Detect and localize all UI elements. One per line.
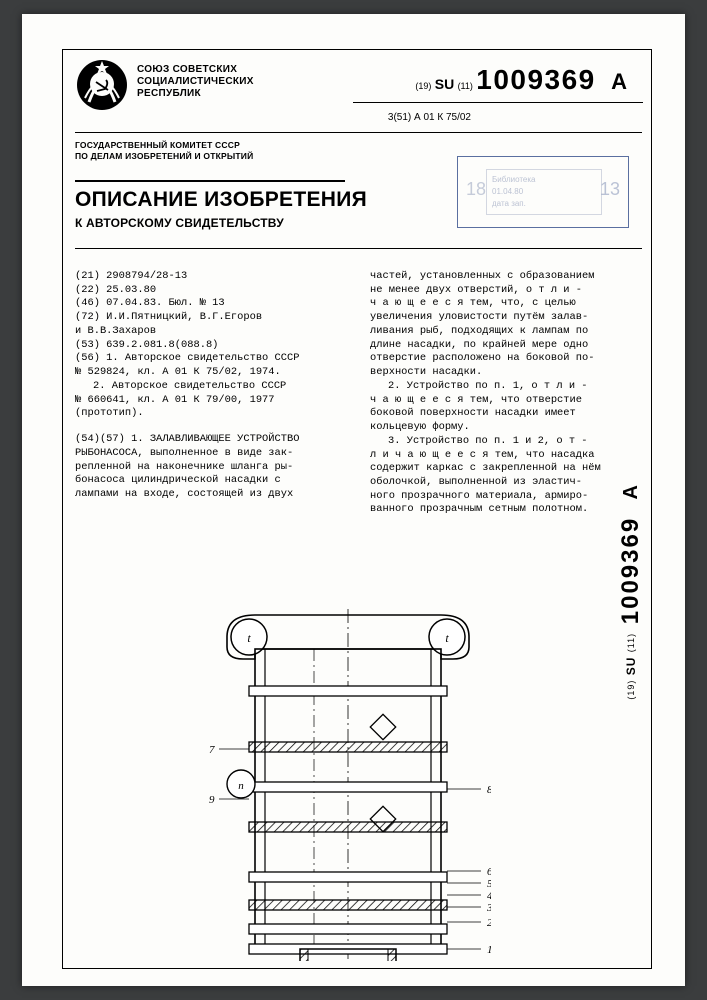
body-columns: (21) 2908794/28-13 (22) 25.03.80 (46) 07… — [75, 270, 644, 517]
svg-text:3: 3 — [486, 902, 491, 914]
svg-text:5: 5 — [487, 878, 491, 890]
page-title: ОПИСАНИЕ ИЗОБРЕТЕНИЯ — [75, 188, 367, 212]
svg-text:6: 6 — [487, 866, 491, 878]
text: SU — [624, 657, 638, 676]
committee-title: ГОСУДАРСТВЕННЫЙ КОМИТЕТ СССР ПО ДЕЛАМ ИЗ… — [75, 140, 253, 161]
classification-code: 3(51) А 01 К 75/02 — [388, 112, 471, 123]
text: увеличения уловистости путём залав- — [370, 311, 643, 325]
svg-text:n: n — [238, 780, 244, 792]
side-patent-code: (19) SU (11) 1009369 A — [617, 484, 645, 700]
text: длине насадки, по крайней мере одно — [370, 339, 643, 353]
text: и В.В.Захаров — [75, 325, 348, 339]
union-title: СОЮЗ СОВЕТСКИХ СОЦИАЛИСТИЧЕСКИХ РЕСПУБЛИ… — [137, 64, 254, 100]
text: РЕСПУБЛИК — [137, 88, 254, 100]
svg-text:9: 9 — [209, 794, 215, 806]
text: отверстие расположено на боковой по- — [370, 352, 643, 366]
text: не менее двух отверстий, о т л и - — [370, 284, 643, 298]
ussr-emblem-icon — [75, 58, 129, 112]
text: (19) — [415, 81, 431, 91]
text: 2. Авторское свидетельство СССР — [75, 380, 348, 394]
text: ч а ю щ е е с я тем, что отверстие — [370, 394, 643, 408]
text: A — [620, 484, 642, 499]
page-frame: СОЮЗ СОВЕТСКИХ СОЦИАЛИСТИЧЕСКИХ РЕСПУБЛИ… — [62, 49, 652, 969]
library-stamp: 18 13 Библиотека 01.04.80 дата зап. — [457, 156, 629, 228]
patent-page: СОЮЗ СОВЕТСКИХ СОЦИАЛИСТИЧЕСКИХ РЕСПУБЛИ… — [22, 14, 685, 986]
divider — [75, 132, 642, 133]
divider — [75, 180, 345, 182]
text: (прототип). — [75, 407, 348, 421]
text: бонасоса цилиндрической насадки с — [75, 474, 348, 488]
svg-text:4: 4 — [487, 890, 491, 902]
text: ГОСУДАРСТВЕННЫЙ КОМИТЕТ СССР — [75, 140, 253, 151]
text: л и ч а ю щ е е с я тем, что насадка — [370, 449, 643, 463]
text: РЫБОНАСОСА, выполненное в виде зак- — [75, 447, 348, 461]
patent-code: (19) SU (11) 1009369 A — [415, 64, 627, 96]
text: 13 — [600, 179, 620, 200]
text: СОЮЗ СОВЕТСКИХ — [137, 64, 254, 76]
text: 18 — [466, 179, 486, 200]
text: (11) — [626, 633, 636, 652]
title-block: ОПИСАНИЕ ИЗОБРЕТЕНИЯ К АВТОРСКОМУ СВИДЕТ… — [75, 188, 367, 230]
text: 1009369 — [617, 517, 644, 624]
text: 3. Устройство по п. 1 и 2, о т - — [370, 435, 643, 449]
text: (72) И.И.Пятницкий, В.Г.Егоров — [75, 311, 348, 325]
spacer — [75, 421, 348, 433]
left-column: (21) 2908794/28-13 (22) 25.03.80 (46) 07… — [75, 270, 348, 517]
patent-number: 1009369 — [476, 64, 596, 95]
text: ного прозрачного материала, армиро- — [370, 490, 643, 504]
text: СОЦИАЛИСТИЧЕСКИХ — [137, 76, 254, 88]
text: SU — [435, 76, 454, 92]
text: 2. Устройство по п. 1, о т л и - — [370, 380, 643, 394]
text: ч а ю щ е е с я тем, что, с целью — [370, 297, 643, 311]
text: (22) 25.03.80 — [75, 284, 348, 298]
text: боковой поверхности насадки имеет — [370, 407, 643, 421]
text: ванного прозрачным сетным полотном. — [370, 503, 643, 517]
divider — [353, 102, 643, 103]
text: (53) 639.2.081.8(088.8) — [75, 339, 348, 353]
text: ПО ДЕЛАМ ИЗОБРЕТЕНИЙ И ОТКРЫТИЙ — [75, 151, 253, 162]
text: (11) — [458, 81, 473, 91]
text: верхности насадки. — [370, 366, 643, 380]
text: № 660641, кл. А 01 К 79/00, 1977 — [75, 394, 348, 408]
page-subtitle: К АВТОРСКОМУ СВИДЕТЕЛЬСТВУ — [75, 216, 367, 230]
text: частей, установленных с образованием — [370, 270, 643, 284]
text: № 529824, кл. А 01 К 75/02, 1974. — [75, 366, 348, 380]
text: (54)(57) 1. ЗАЛАВЛИВАЮЩЕЕ УСТРОЙСТВО — [75, 433, 348, 447]
text: 01.04.80 — [492, 187, 523, 196]
device-diagram: ttn865432179 — [205, 595, 491, 961]
text: ливания рыб, подходящих к лампам по — [370, 325, 643, 339]
svg-text:2: 2 — [487, 917, 491, 929]
text: содержит каркас с закрепленной на нём — [370, 462, 643, 476]
text: лампами на входе, состоящей из двух — [75, 488, 348, 502]
text: (56) 1. Авторское свидетельство СССР — [75, 352, 348, 366]
text: репленной на наконечнике шланга ры- — [75, 461, 348, 475]
svg-text:7: 7 — [209, 744, 215, 756]
text: (46) 07.04.83. Бюл. № 13 — [75, 297, 348, 311]
text: Библиотека — [492, 175, 536, 184]
text: дата зап. — [492, 199, 526, 208]
text: A — [611, 69, 627, 94]
text: оболочкой, выполненной из эластич- — [370, 476, 643, 490]
text: (19) — [626, 680, 636, 700]
svg-text:8: 8 — [487, 784, 491, 796]
text: кольцевую форму. — [370, 421, 643, 435]
divider — [75, 248, 642, 249]
svg-text:1: 1 — [487, 944, 491, 956]
right-column: частей, установленных с образованием не … — [370, 270, 643, 517]
text: (21) 2908794/28-13 — [75, 270, 348, 284]
